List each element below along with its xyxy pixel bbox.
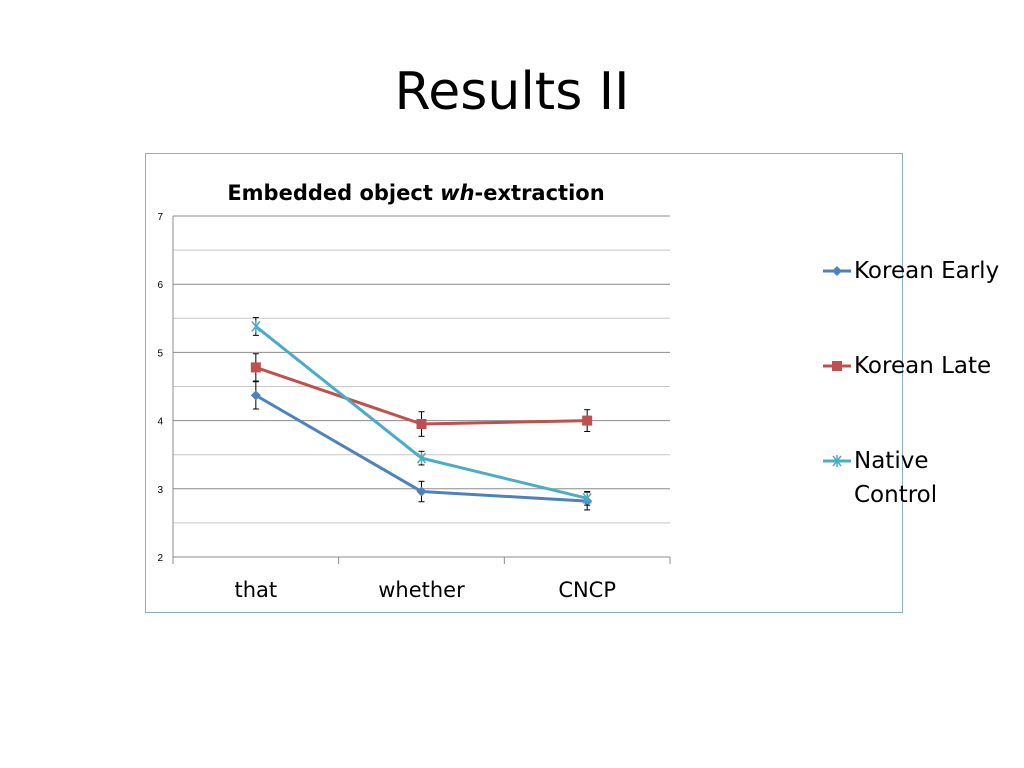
x-tick-label: that <box>235 578 278 602</box>
data-point <box>582 492 592 505</box>
data-point <box>582 415 593 426</box>
data-point <box>416 452 427 465</box>
legend-marker-korean-early <box>823 266 851 276</box>
legend-label: Korean Late <box>854 353 992 379</box>
legend-marker-korean-late <box>823 361 851 371</box>
y-tick-label: 3 <box>157 485 163 496</box>
y-tick-label: 4 <box>157 417 163 428</box>
x-tick-label: whether <box>378 578 465 602</box>
slide-title: Results II <box>394 62 630 122</box>
legend-label: Korean Early <box>854 258 1000 284</box>
y-tick-label: 5 <box>157 348 163 359</box>
data-point <box>416 419 427 430</box>
data-point <box>416 486 427 497</box>
data-point <box>250 362 261 373</box>
data-point <box>250 390 261 401</box>
x-tick-label: CNCP <box>558 578 616 602</box>
line-chart: Embedded object wh-extraction 2 3 4 5 6 7 that… <box>157 181 671 602</box>
chart-title: Embedded object wh-extraction <box>227 181 604 205</box>
legend-label: Native Control <box>854 448 938 508</box>
chart-area: Embedded object wh-extraction 2 3 4 5 6 7 that… <box>145 153 999 613</box>
data-point <box>251 320 261 333</box>
legend-marker-native-control <box>823 455 851 467</box>
y-tick-label: 7 <box>157 212 163 223</box>
y-tick-label: 2 <box>157 553 163 564</box>
y-tick-label: 6 <box>157 280 163 291</box>
